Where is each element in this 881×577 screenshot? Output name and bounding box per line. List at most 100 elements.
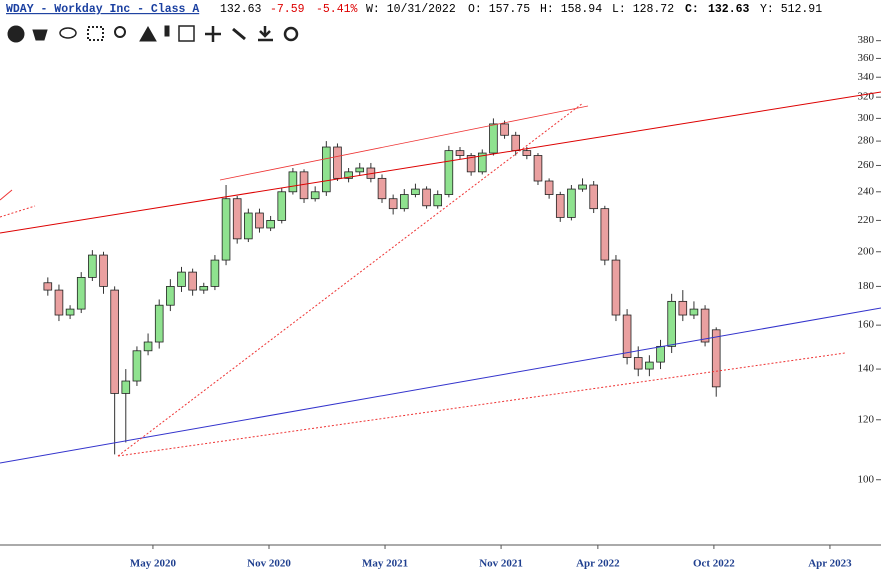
candle-body: [299, 171, 309, 200]
candle-body: [689, 308, 699, 316]
last-price: 132.63: [220, 3, 262, 16]
y-tick-label: 180: [858, 280, 875, 292]
candle-body: [143, 341, 153, 352]
y-tick-label: 320: [858, 91, 875, 103]
candle-body: [43, 282, 53, 291]
candle-body: [455, 150, 465, 156]
x-tick-label: Nov 2021: [479, 558, 523, 570]
dashboard-icon[interactable]: [7, 25, 25, 43]
candle-body: [333, 146, 342, 179]
candle-body: [489, 123, 498, 154]
candle-body: [678, 300, 688, 316]
trend-line: [0, 205, 36, 218]
y-tick-label: 220: [858, 214, 875, 226]
y-tick-label: 200: [858, 245, 875, 257]
candle-body: [622, 314, 632, 358]
x-tick-label: Apr 2023: [808, 558, 852, 570]
candle-body: [611, 259, 621, 316]
candle-body: [166, 286, 175, 306]
y-tick-label: 240: [858, 185, 875, 197]
link-icon[interactable]: [232, 27, 246, 41]
candle-body: [522, 150, 532, 156]
symbol-link[interactable]: WDAY - Workday Inc - Class A: [6, 3, 199, 16]
x-tick-label: May 2021: [362, 558, 408, 570]
candle-body: [477, 152, 487, 173]
drawing-lines: [0, 91, 881, 464]
x-tick-label: May 2020: [130, 558, 177, 570]
candle-body: [88, 254, 97, 278]
candle-body: [110, 289, 119, 394]
x-tick-label: Oct 2022: [693, 558, 735, 570]
y-tick-label: 340: [858, 71, 875, 83]
candle-body: [210, 259, 220, 287]
candle-body: [154, 304, 164, 343]
candle-body: [589, 184, 598, 210]
candle-body: [700, 308, 710, 343]
plot-area: 100 120 140 160 180 200 220 240 260 280 300 320 340 3…: [43, 34, 881, 570]
calendar-icon[interactable]: [178, 25, 195, 42]
candle-body: [399, 194, 409, 210]
close-label: C:: [685, 3, 699, 16]
y-tick-label: 280: [858, 135, 875, 147]
candle-body: [188, 271, 197, 291]
candle-body: [99, 254, 108, 287]
candle-body: [177, 271, 186, 287]
candle-body: [232, 198, 242, 240]
open: O: 157.75: [468, 3, 530, 16]
download-icon[interactable]: [258, 26, 273, 42]
candle-body: [411, 188, 420, 195]
candle-body: [444, 150, 454, 195]
list-icon[interactable]: [87, 26, 104, 41]
candle-body: [277, 191, 287, 221]
trend-line: [117, 102, 584, 457]
candle-body: [500, 123, 509, 136]
candle-body: [567, 188, 576, 218]
move-icon[interactable]: [205, 26, 221, 42]
candle-body: [667, 300, 676, 347]
candle-body: [633, 357, 643, 370]
week: W: 10/31/2022: [366, 3, 456, 16]
candle-body: [645, 361, 654, 370]
candle-body: [466, 155, 476, 173]
twitter-icon[interactable]: [32, 29, 48, 41]
trend-line: [0, 91, 881, 234]
candle-body: [199, 286, 209, 291]
candle-body: [54, 289, 64, 316]
y-tick-label: 120: [858, 413, 875, 425]
candle-body: [322, 146, 331, 193]
y-tick-label: 380: [858, 34, 875, 46]
candle-body: [255, 212, 264, 229]
candle-body: [544, 180, 554, 195]
candle-body: [711, 329, 721, 388]
x-tick-label: Apr 2022: [576, 558, 620, 570]
change: -7.59: [270, 3, 305, 16]
header: WDAY - Workday Inc - Class A 132.63 -7.5…: [6, 3, 822, 16]
change-pct: -5.41%: [316, 3, 358, 16]
trend-line: [0, 189, 13, 201]
y-tick-label: 160: [858, 319, 875, 331]
alert-icon[interactable]: [164, 25, 170, 37]
comment-icon[interactable]: [59, 27, 77, 39]
trend-line: [0, 307, 881, 464]
candle-body: [244, 212, 253, 240]
y-tick-label: 260: [858, 159, 875, 171]
candle-body: [656, 345, 665, 363]
low: L: 128.72: [612, 3, 674, 16]
y-tick-label: 300: [858, 112, 875, 124]
candle-body: [355, 167, 365, 173]
candle-body: [422, 188, 431, 207]
candle-body: [288, 171, 298, 193]
search-icon[interactable]: [114, 26, 126, 38]
y-tick-label: 140: [858, 363, 875, 375]
candle-body: [76, 276, 86, 310]
close: 132.63: [708, 3, 750, 16]
x-tick-label: Nov 2020: [247, 558, 291, 570]
candle-body: [377, 177, 387, 200]
candle-body: [533, 155, 543, 182]
candle-body: [132, 350, 142, 382]
triangle-icon[interactable]: [139, 25, 157, 42]
refresh-icon[interactable]: [283, 26, 299, 42]
candle-body: [221, 198, 231, 261]
